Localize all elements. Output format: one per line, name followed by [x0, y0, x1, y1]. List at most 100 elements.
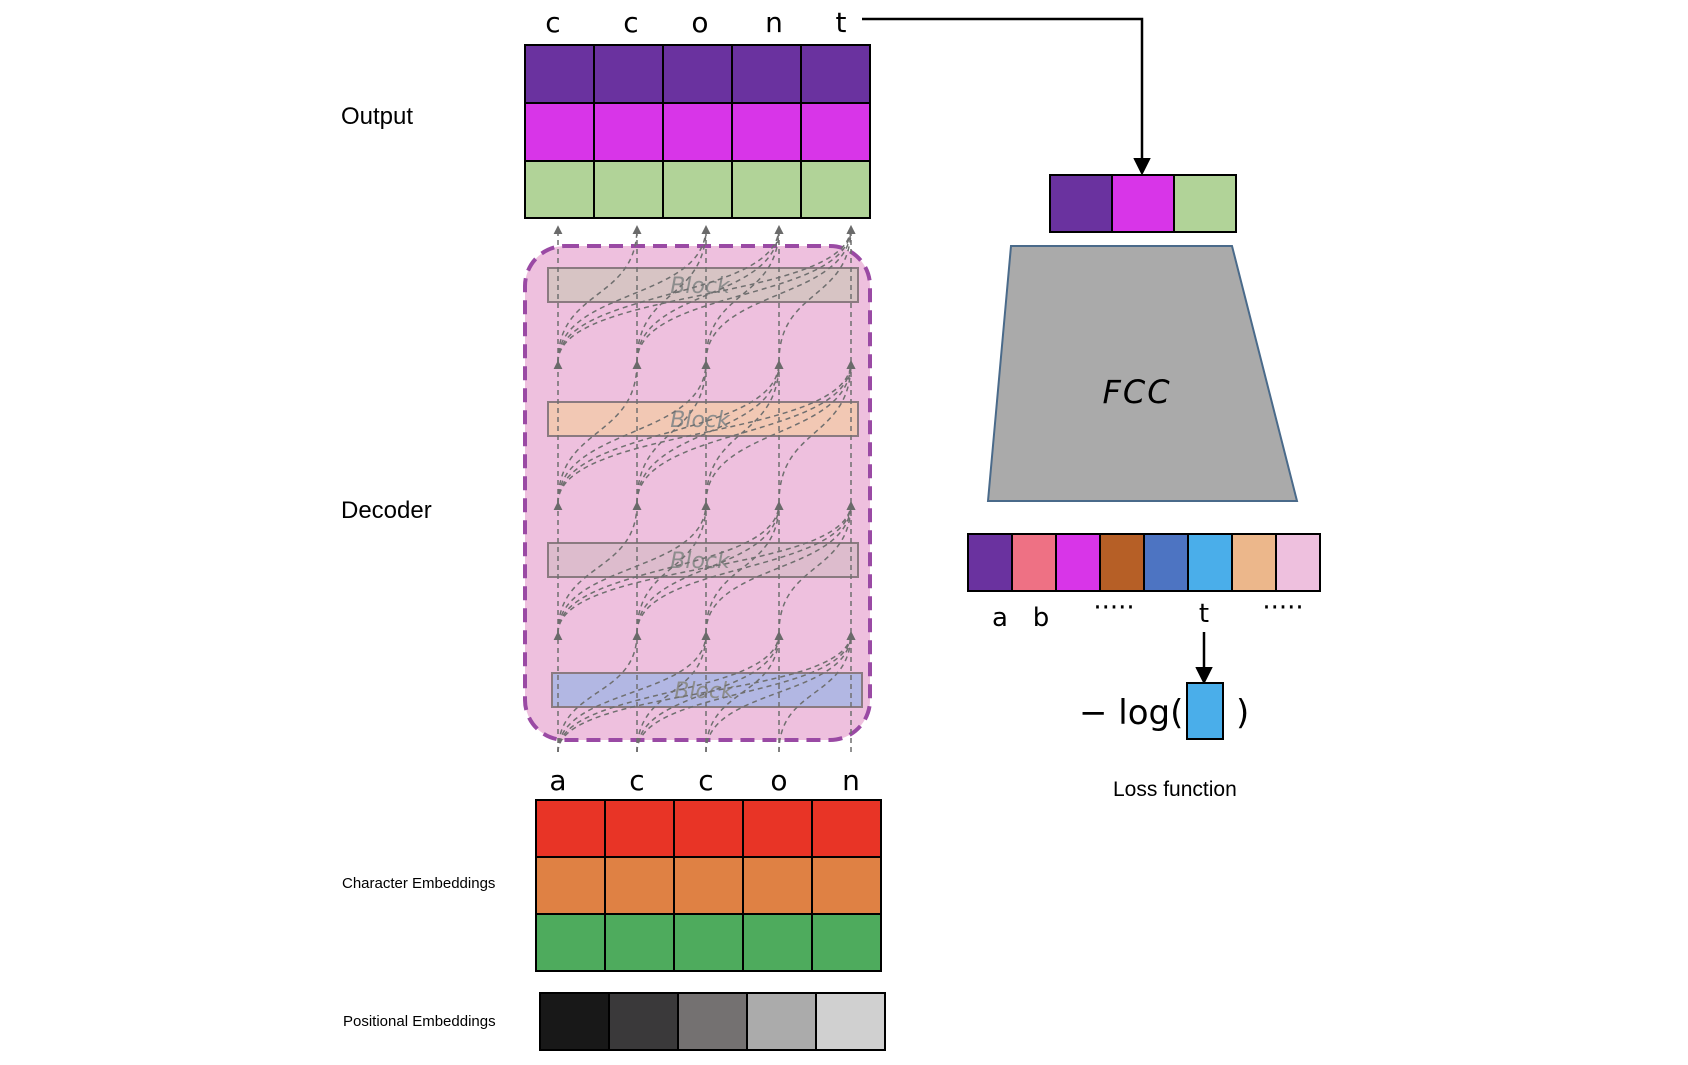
- input-token-4: n: [842, 764, 860, 797]
- vocab-prob-cell-7: [1275, 533, 1321, 592]
- attention-arrow-l1-from0-to3: [557, 501, 784, 634]
- output-cell-r1-c4: [800, 102, 871, 162]
- char-embedding-cell-r1-c2: [673, 856, 744, 915]
- output-cell-r0-c0: [524, 44, 595, 104]
- attention-arrow-l3-from0-to4: [557, 225, 856, 363]
- char-embedding-cell-r0-c0: [535, 799, 606, 858]
- attention-arrow-l3-from0-to1: [557, 225, 642, 363]
- decoder-label: Decoder: [341, 497, 432, 524]
- vocab-prob-cell-5: [1187, 533, 1233, 592]
- attention-arrow-l1-from2-to4: [705, 501, 856, 634]
- char-embedding-cell-r1-c4: [811, 856, 882, 915]
- attention-arrow-l0-from0-to2: [557, 631, 711, 753]
- char-embedding-cell-r1-c1: [604, 856, 675, 915]
- attention-arrow-l2-from1-to4: [636, 360, 856, 504]
- decoder-block-3: [551, 672, 863, 708]
- positional-embedding-cell-0: [539, 992, 610, 1051]
- char-embedding-cell-r2-c3: [742, 913, 813, 972]
- decoder-block-label-1: Block: [670, 408, 731, 433]
- attention-arrow-l1-from3-to4: [778, 501, 856, 634]
- loss-function-label: Loss function: [1113, 778, 1237, 801]
- attention-arrow-l2-from0-to2: [557, 360, 711, 504]
- output-cell-r1-c1: [593, 102, 664, 162]
- attention-arrow-l0-from1-to3: [636, 631, 784, 753]
- output-to-fcc-arrow: [862, 17, 1151, 176]
- char-embedding-cell-r0-c3: [742, 799, 813, 858]
- vocab-prob-cell-3: [1099, 533, 1145, 592]
- attention-arrow-l3-from1-to3: [636, 225, 784, 363]
- attention-arrow-l2-from3-to4: [778, 360, 856, 504]
- char-embedding-cell-r2-c0: [535, 913, 606, 972]
- attention-arrow-l3-from3-to4: [778, 225, 856, 363]
- attention-arrow-l3-from1-to4: [636, 225, 856, 363]
- attention-arrow-l2-from0-to1: [557, 360, 642, 504]
- attention-arrow-l3-from2-to3: [705, 225, 784, 363]
- char-embedding-cell-r1-c3: [742, 856, 813, 915]
- output-cell-r2-c0: [524, 160, 595, 219]
- attention-arrow-l1-from1-to4: [636, 501, 856, 634]
- loss-formula-prefix: − log(: [1079, 693, 1183, 733]
- decoder-block-label-3: Block: [674, 679, 735, 704]
- char-embedding-cell-r0-c2: [673, 799, 744, 858]
- vocab-prob-cell-0: [967, 533, 1013, 592]
- output-label: Output: [341, 103, 414, 130]
- decoder-container: [523, 244, 872, 742]
- attention-arrow-l1-from2-to3: [705, 501, 784, 634]
- vocab-label-1: b: [1033, 603, 1050, 633]
- attention-arrow-l1-from0-to4: [557, 501, 856, 634]
- attention-arrow-l2-from0-to4: [557, 360, 856, 504]
- char-embedding-cell-r0-c4: [811, 799, 882, 858]
- fcc-output-cell-0: [1049, 174, 1113, 233]
- vocab-label-4: ·····: [1262, 593, 1303, 623]
- char-embedding-cell-r2-c2: [673, 913, 744, 972]
- char-embedding-cell-r1-c0: [535, 856, 606, 915]
- output-cell-r1-c0: [524, 102, 595, 162]
- attention-arrow-l2-from0-to3: [557, 360, 784, 504]
- attention-arrow-l0-from1-to4: [636, 631, 856, 753]
- fcc-layer: [986, 245, 1299, 502]
- loss-formula-suffix: ): [1236, 693, 1249, 733]
- positional-embedding-cell-1: [608, 992, 679, 1051]
- vocab-prob-cell-4: [1143, 533, 1189, 592]
- output-cell-r2-c3: [731, 160, 802, 219]
- positional-embedding-cell-3: [746, 992, 817, 1051]
- output-cell-r2-c1: [593, 160, 664, 219]
- output-cell-r0-c2: [662, 44, 733, 104]
- vocab-label-0: a: [992, 603, 1008, 633]
- output-cell-r1-c3: [731, 102, 802, 162]
- positional-embeddings-label: Positional Embeddings: [343, 1013, 496, 1030]
- attention-arrow-l1-from1-to2: [636, 501, 711, 634]
- fcc-output-cell-2: [1173, 174, 1237, 233]
- loss-probability-box: [1186, 682, 1224, 740]
- attention-arrow-l0-from1-to2: [636, 631, 711, 753]
- fcc-output-cell-1: [1111, 174, 1175, 233]
- character-embeddings-label: Character Embeddings: [342, 875, 496, 892]
- vocab-prob-cell-6: [1231, 533, 1277, 592]
- fcc-label: FCC: [1102, 373, 1171, 411]
- output-cell-r2-c2: [662, 160, 733, 219]
- positional-embedding-cell-2: [677, 992, 748, 1051]
- output-token-4: t: [836, 6, 847, 39]
- output-token-2: o: [691, 6, 708, 39]
- output-token-3: n: [765, 6, 783, 39]
- attention-arrow-l3-from0-to3: [557, 225, 784, 363]
- char-embedding-cell-r0-c1: [604, 799, 675, 858]
- char-embedding-cell-r2-c1: [604, 913, 675, 972]
- input-token-0: a: [549, 764, 566, 797]
- output-cell-r0-c1: [593, 44, 664, 104]
- output-token-0: c: [545, 6, 560, 39]
- input-token-3: o: [770, 764, 787, 797]
- attention-arrow-l1-from0-to1: [557, 501, 642, 634]
- vocab-label-2: ·····: [1093, 593, 1134, 623]
- output-token-1: c: [623, 6, 638, 39]
- input-token-1: c: [629, 764, 644, 797]
- input-token-2: c: [698, 764, 713, 797]
- attention-arrow-l0-from0-to4: [557, 631, 856, 753]
- vocab-prob-cell-2: [1055, 533, 1101, 592]
- attention-arrow-l0-from0-to1: [557, 631, 642, 753]
- output-cell-r0-c3: [731, 44, 802, 104]
- output-cell-r2-c4: [800, 160, 871, 219]
- attention-arrow-l0-from3-to4: [778, 631, 856, 753]
